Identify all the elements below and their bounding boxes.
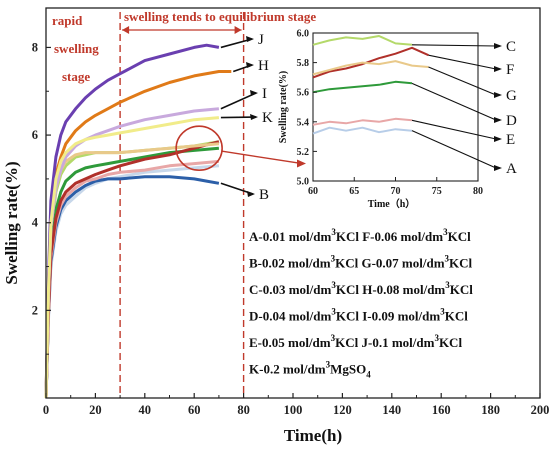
y-tick-label: 2 [32,303,38,317]
legend-entry: K-0.2 mol/dm3MgSO4 [249,360,371,380]
series-line-F [44,140,220,399]
legend-entry: E-0.05 mol/dm3KCl J-0.1 mol/dm3KCl [249,333,462,350]
inset-label-arrow-A [411,130,497,169]
inset-y-axis-label: Swelling rate(%) [278,71,289,144]
series-end-label-K: K [262,110,273,126]
inset-series-line-A [312,126,413,135]
label-arrow-head-B [247,191,255,197]
stage-label-stage: stage [62,69,90,84]
x-tick-label: 200 [531,403,550,417]
inset-series-line-E [312,117,413,126]
x-tick-label: 140 [382,403,401,417]
x-tick-label: 180 [481,403,500,417]
inset-label-arrow-head-C [494,43,502,49]
zoom-arrow-head [297,159,306,168]
stage-arrow-head-right [234,26,242,34]
stage-label-equilibrium: swelling tends to equilibrium stage [124,9,316,24]
series-end-label-H: H [258,58,269,74]
x-tick-label: 160 [432,403,451,417]
series-line-G [44,142,220,399]
legend-entry: A-0.01 mol/dm3KCl F-0.06 mol/dm3KCl [249,227,471,244]
x-axis-label: Time(h) [284,426,342,445]
inset-end-label-A: A [506,161,517,177]
label-arrow-K [220,116,257,119]
series-line-A [44,164,220,399]
inset-label-arrow-head-D [494,117,502,123]
inset-plot: 60 65 70 75 80 5.0 5.2 5.4 5.6 5.8 6.0 Time（h） Swell… [278,29,517,211]
label-arrow-head-K [250,114,258,120]
inset-label-arrow-D [411,82,497,121]
x-tick-label: 80 [237,403,250,417]
inset-y-tick-label: 6.0 [297,29,310,40]
inset-x-tick-label: 70 [391,186,401,197]
stage-label-rapid: rapid [52,13,83,28]
y-tick-label: 4 [32,216,39,230]
inset-label-arrow-C [411,44,497,47]
series-line-J [44,43,220,399]
zoom-arrow [222,150,303,165]
y-axis-label: Swelling rate(%) [2,161,21,284]
inset-label-arrow-head-F [494,66,502,72]
series-end-label-B: B [259,187,269,203]
inset-end-label-D: D [506,113,517,129]
x-tick-label: 0 [43,403,49,417]
label-arrow-head-I [250,90,258,96]
legend-entry: C-0.03 mol/dm3KCl H-0.08 mol/dm3KCl [249,280,473,297]
inset-y-tick-label: 5.0 [297,177,310,188]
inset-label-arrow-G [428,66,497,96]
inset-y-tick-label: 5.2 [297,147,310,158]
x-tick-label: 120 [333,403,352,417]
inset-series-line-D [312,80,413,94]
inset-x-axis-label: Time（h） [368,197,416,210]
x-tick-label: 60 [188,403,201,417]
inset-x-tick-label: 80 [473,186,483,197]
inset-label-arrow-head-E [494,136,502,142]
label-arrow-I [220,92,257,110]
series-end-label-J: J [258,32,264,48]
legend-entry: B-0.02 mol/dm3KCl G-0.07 mol/dm3KCl [249,254,473,271]
inset-x-tick-label: 65 [349,186,359,197]
y-tick-label: 6 [32,128,38,142]
inset-end-label-C: C [506,39,516,55]
y-tick-label: 8 [32,40,38,54]
inset-end-label-F: F [506,62,514,78]
label-arrow-head-J [246,36,254,42]
inset-label-arrow-head-G [494,92,502,98]
inset-label-arrow-E [411,119,497,140]
inset-x-tick-label: 75 [432,186,442,197]
inset-end-label-G: G [506,88,517,104]
inset-y-tick-label: 5.4 [297,117,310,128]
inset-frame [312,32,479,182]
inset-y-tick-label: 5.8 [297,58,310,69]
inset-x-tick-label: 60 [308,186,318,197]
x-tick-label: 40 [139,403,152,417]
stage-label-swelling: swelling [54,41,99,56]
label-arrow-head-H [246,62,254,68]
inset-end-label-E: E [506,132,515,148]
legend-entry: D-0.04 mol/dm3KCl I-0.09 mol/dm3KCl [249,307,468,324]
inset-y-tick-label: 5.6 [297,88,310,99]
series-line-K [44,116,220,399]
inset-series-line-C [312,35,413,46]
series-end-label-I: I [262,86,267,102]
x-tick-label: 20 [89,403,102,417]
inset-series-line-F [312,46,429,79]
inset-label-arrow-F [428,54,497,70]
x-tick-label: 100 [284,403,303,417]
inset-label-arrow-head-A [494,165,502,171]
stage-arrow-head-left [122,26,130,34]
series-line-B [44,175,220,399]
inset-series-line-G [312,60,429,76]
zoom-highlight-circle [175,125,223,172]
